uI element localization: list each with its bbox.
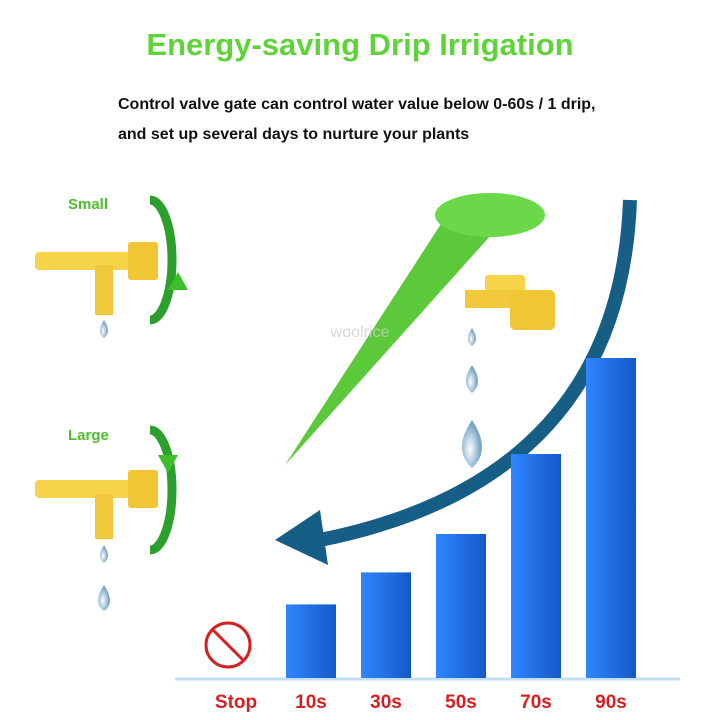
bar: [586, 358, 636, 678]
label-large: Large: [68, 427, 109, 444]
title: Energy-saving Drip Irrigation: [146, 27, 573, 62]
x-tick-label: 70s: [520, 692, 552, 713]
x-tick-label: 30s: [370, 692, 402, 713]
x-tick-label: Stop: [215, 692, 257, 713]
drip-spike: [285, 193, 555, 468]
arrow: [275, 199, 637, 565]
x-tick-label: 50s: [445, 692, 477, 713]
watermark: woolrice: [330, 324, 390, 341]
x-tick-label: 90s: [595, 692, 627, 713]
subtitle: Control valve gate can control water val…: [118, 96, 595, 113]
stop-icon: [204, 621, 252, 669]
label-small: Small: [68, 196, 108, 213]
bar: [511, 454, 561, 678]
bar: [286, 604, 336, 678]
valve-large: [35, 425, 178, 611]
x-tick-label: 10s: [295, 692, 327, 713]
bar: [361, 572, 411, 678]
subtitle: and set up several days to nurture your …: [118, 126, 469, 143]
bar: [436, 534, 486, 678]
valve-small: [35, 195, 188, 338]
